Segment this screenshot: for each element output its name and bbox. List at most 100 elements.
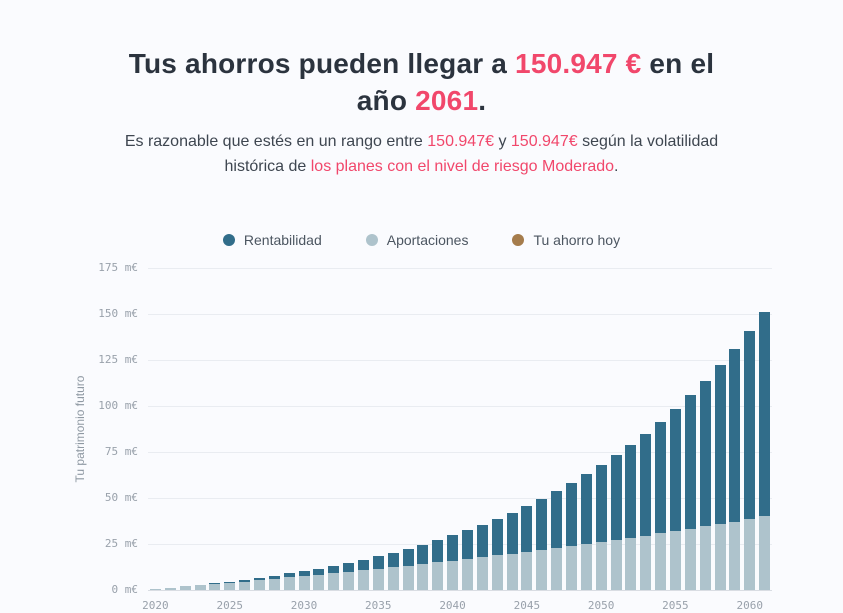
bar-2047[interactable] — [551, 491, 563, 590]
bar-2052[interactable] — [625, 444, 637, 590]
bar-2046[interactable] — [536, 498, 548, 590]
bar-2054[interactable] — [655, 421, 667, 590]
gridline — [148, 360, 772, 361]
bar-segment-rentabilidad — [253, 577, 265, 581]
bar-2026[interactable] — [239, 579, 251, 590]
text-part: Es razonable que estés en un rango entre — [124, 133, 428, 150]
bar-2061[interactable] — [759, 312, 771, 590]
gridline — [148, 544, 772, 545]
bar-segment-aportaciones — [595, 541, 607, 590]
bar-segment-rentabilidad — [447, 535, 459, 561]
text-part: y — [494, 133, 511, 150]
page-title: Tus ahorros pueden llegar a 150.947 € en… — [0, 0, 843, 119]
bar-segment-rentabilidad — [313, 568, 325, 575]
bar-2025[interactable] — [224, 581, 236, 590]
text-part: en el — [641, 48, 715, 79]
gridline — [148, 498, 772, 499]
bar-segment-rentabilidad — [506, 512, 518, 554]
bar-2027[interactable] — [253, 577, 265, 590]
bar-segment-rentabilidad — [357, 559, 369, 571]
bar-2028[interactable] — [268, 575, 280, 590]
bar-2055[interactable] — [669, 408, 681, 590]
x-tick-label: 2030 — [290, 599, 318, 612]
rentabilidad-dot-icon — [222, 234, 235, 246]
bar-2032[interactable] — [328, 565, 340, 590]
bar-2037[interactable] — [402, 548, 414, 590]
gridline — [148, 452, 772, 453]
bar-2051[interactable] — [610, 455, 622, 590]
bar-segment-aportaciones — [565, 546, 577, 590]
bar-segment-rentabilidad — [372, 556, 384, 569]
tu-ahorro-hoy-dot-icon — [512, 234, 525, 246]
bar-2022[interactable] — [179, 586, 191, 590]
bar-2043[interactable] — [491, 518, 503, 590]
bar-segment-rentabilidad — [625, 444, 637, 538]
bar-segment-rentabilidad — [328, 565, 340, 574]
bar-2035[interactable] — [372, 556, 384, 590]
bar-2059[interactable] — [729, 348, 741, 590]
bar-segment-rentabilidad — [521, 505, 533, 552]
bar-2045[interactable] — [521, 505, 533, 590]
bar-segment-rentabilidad — [476, 524, 488, 558]
bar-2040[interactable] — [447, 535, 459, 590]
bar-2056[interactable] — [684, 395, 696, 590]
bar-2060[interactable] — [744, 331, 756, 590]
bar-2049[interactable] — [580, 474, 592, 590]
bar-2039[interactable] — [432, 539, 444, 590]
bar-2038[interactable] — [417, 544, 429, 590]
highlighted-value: 150.947 € — [515, 48, 642, 79]
bar-segment-aportaciones — [640, 535, 652, 590]
bar-segment-aportaciones — [551, 548, 563, 590]
y-tick-label: 25 m€ — [104, 537, 138, 550]
bar-segment-rentabilidad — [551, 491, 563, 549]
text-part: . — [478, 85, 487, 116]
bar-2036[interactable] — [387, 552, 399, 590]
bar-segment-aportaciones — [476, 557, 488, 590]
bar-2024[interactable] — [209, 583, 221, 590]
bar-2021[interactable] — [164, 587, 176, 590]
bar-2057[interactable] — [699, 380, 711, 590]
bar-2041[interactable] — [461, 530, 473, 590]
bar-segment-rentabilidad — [655, 421, 667, 534]
text-part: según la volatilidad — [577, 133, 719, 150]
bar-2044[interactable] — [506, 512, 518, 590]
bar-segment-aportaciones — [684, 528, 696, 590]
bar-segment-aportaciones — [744, 518, 756, 590]
bar-segment-rentabilidad — [565, 483, 577, 547]
bar-segment-aportaciones — [521, 551, 533, 590]
text-part: Tus ahorros pueden llegar a — [128, 48, 516, 79]
y-tick-label: 50 m€ — [104, 491, 138, 504]
bar-segment-rentabilidad — [729, 348, 741, 522]
bar-2030[interactable] — [298, 571, 310, 590]
bar-2048[interactable] — [565, 483, 577, 590]
bar-2031[interactable] — [313, 568, 325, 590]
bar-segment-aportaciones — [268, 578, 280, 590]
bar-segment-rentabilidad — [402, 548, 414, 566]
bar-segment-rentabilidad — [580, 474, 592, 544]
bar-2058[interactable] — [714, 365, 726, 590]
bar-2053[interactable] — [640, 433, 652, 590]
bar-segment-aportaciones — [417, 564, 429, 590]
bar-segment-aportaciones — [149, 588, 161, 590]
legend-label: Aportaciones — [386, 232, 469, 248]
bar-segment-rentabilidad — [595, 465, 607, 542]
bar-segment-aportaciones — [699, 526, 711, 590]
bar-2023[interactable] — [194, 585, 206, 590]
x-tick-label: 2050 — [587, 599, 615, 612]
legend-item-aportaciones[interactable]: Aportaciones — [365, 232, 469, 248]
bar-2034[interactable] — [357, 559, 369, 590]
bar-segment-rentabilidad — [239, 579, 251, 582]
bar-2033[interactable] — [343, 562, 355, 590]
bar-2042[interactable] — [476, 524, 488, 590]
bar-segment-aportaciones — [298, 576, 310, 590]
bar-segment-aportaciones — [580, 543, 592, 590]
legend-item-rentabilidad[interactable]: Rentabilidad — [222, 232, 322, 248]
bar-segment-aportaciones — [402, 565, 414, 590]
bar-2020[interactable] — [149, 588, 161, 590]
legend-item-tu-ahorro-hoy[interactable]: Tu ahorro hoy — [512, 232, 620, 248]
gridline — [148, 406, 772, 407]
y-tick-label: 125 m€ — [98, 353, 138, 366]
bar-2029[interactable] — [283, 573, 295, 590]
bar-2050[interactable] — [595, 465, 607, 590]
